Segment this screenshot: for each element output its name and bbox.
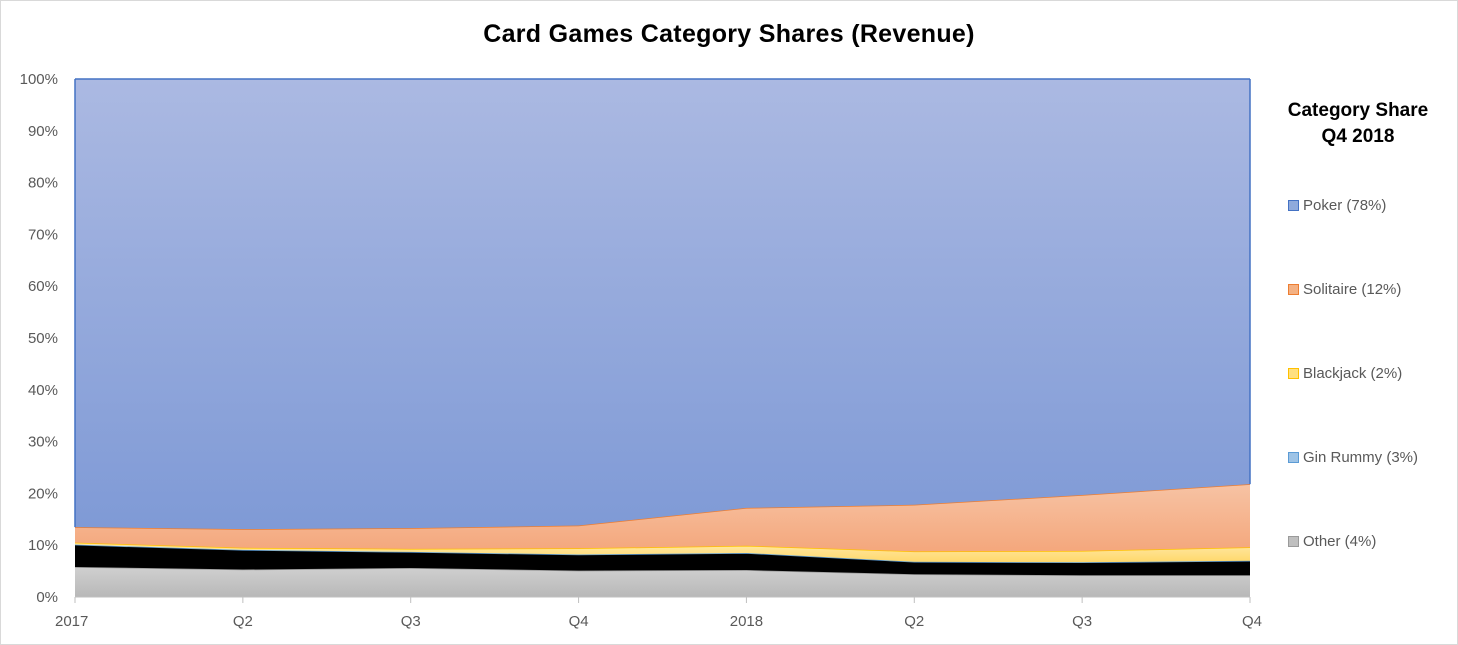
legend-item-gin-rummy: Gin Rummy (3%) [1288, 448, 1418, 468]
legend-label-blackjack: Blackjack (2%) [1303, 364, 1403, 382]
legend-item-blackjack: Blackjack (2%) [1288, 363, 1402, 383]
legend-label-solitaire: Solitaire (12%) [1303, 280, 1402, 298]
y-tick-label: 100% [20, 71, 58, 88]
y-tick-label: 90% [28, 123, 58, 140]
y-tick-label: 10% [28, 537, 58, 554]
y-tick-label: 40% [28, 382, 58, 399]
legend-title-line-2: Q4 2018 [1321, 126, 1395, 147]
area-edge-blackjack [74, 541, 1251, 553]
legend-label-gin-rummy: Gin Rummy (3%) [1303, 449, 1419, 467]
legend-swatch-gin-rummy [1288, 452, 1299, 464]
chart-legend: Category Share Q4 2018 Poker (78%) Solita… [1268, 98, 1448, 550]
area-solitaire [75, 484, 1250, 552]
legend-item-other: Other (4%) [1288, 532, 1376, 552]
y-tick-label: 0% [36, 589, 58, 606]
area-blackjack [75, 542, 1250, 563]
area-gin-rummy [75, 544, 1250, 576]
x-tick-label: Q4 [1242, 613, 1262, 630]
x-tick-label: Q2 [904, 613, 924, 630]
legend-item-solitaire: Solitaire (12%) [1288, 279, 1401, 299]
legend-label-other: Other (4%) [1303, 533, 1377, 551]
legend-title: Category Share Q4 2018 [1268, 98, 1448, 150]
y-tick-label: 80% [28, 175, 58, 192]
x-tick-label: Q3 [1072, 613, 1092, 630]
y-tick-label: 70% [28, 226, 58, 243]
area-poker [75, 79, 1250, 530]
legend-label-poker: Poker (78%) [1303, 196, 1387, 214]
x-tick-label: 2018 [730, 613, 763, 630]
x-tick-label: Q2 [233, 613, 253, 630]
legend-swatch-poker [1288, 199, 1299, 211]
legend-swatch-blackjack [1288, 367, 1299, 379]
x-tick-label: 2017 [55, 613, 88, 630]
y-tick-label: 20% [28, 485, 58, 502]
chart-title: Card Games Category Shares (Revenue) [483, 20, 975, 48]
legend-title-line-1: Category Share [1287, 100, 1429, 121]
legend-item-poker: Poker (78%) [1288, 195, 1386, 215]
x-tick-label: Q3 [401, 613, 421, 630]
y-tick-label: 60% [28, 278, 58, 295]
y-tick-label: 50% [28, 330, 58, 347]
legend-swatch-other [1288, 536, 1299, 548]
legend-swatch-solitaire [1288, 283, 1299, 295]
x-tick-label: Q4 [569, 613, 589, 630]
y-tick-label: 30% [28, 434, 58, 451]
